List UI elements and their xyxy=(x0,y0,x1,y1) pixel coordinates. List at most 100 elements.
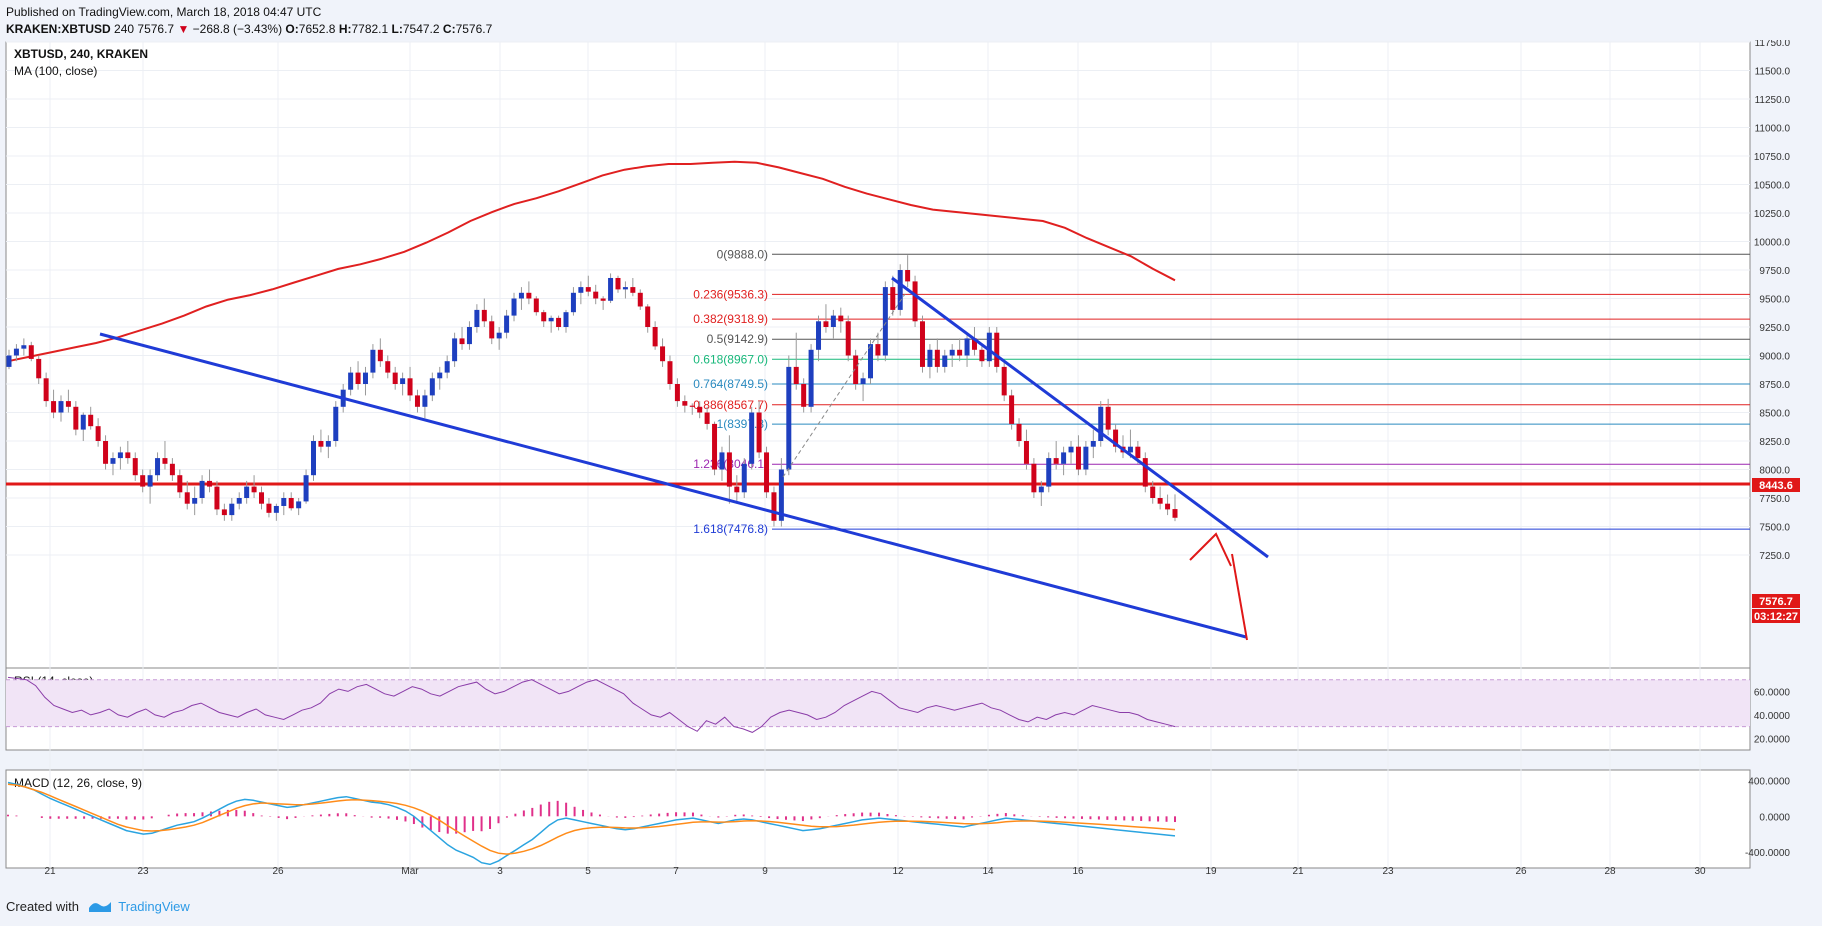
candle xyxy=(296,501,302,509)
projection-arrow[interactable] xyxy=(1189,532,1232,567)
time-tick: 12 xyxy=(892,866,904,877)
time-tick: 16 xyxy=(1072,866,1084,877)
high-value: 7782.1 xyxy=(351,22,389,36)
rsi-path xyxy=(7,676,1176,733)
candle xyxy=(563,312,569,327)
candle xyxy=(994,332,1000,367)
candle xyxy=(1165,503,1171,510)
price-change: −268.8 (−3.43%) xyxy=(192,22,283,36)
candle xyxy=(511,298,517,316)
price-tick: 9250.0 xyxy=(1759,323,1790,334)
candle xyxy=(986,332,992,362)
candle xyxy=(1061,452,1067,464)
candle xyxy=(80,414,86,430)
time-tick: 23 xyxy=(137,866,149,877)
candle xyxy=(1016,423,1022,441)
candle xyxy=(934,349,940,367)
candle xyxy=(65,401,71,407)
candle xyxy=(868,344,874,379)
candle xyxy=(882,287,888,356)
candle xyxy=(6,355,12,367)
footer: Created with TradingView xyxy=(6,899,190,915)
candle xyxy=(1105,406,1111,430)
candle xyxy=(437,372,443,379)
candle xyxy=(719,452,725,470)
price-tick: 10250.0 xyxy=(1754,209,1791,220)
candle xyxy=(140,475,146,487)
candle xyxy=(244,486,250,498)
time-tick: 30 xyxy=(1694,866,1706,877)
candle xyxy=(637,292,643,307)
candle xyxy=(860,378,866,384)
candle xyxy=(689,405,695,407)
footer-brand[interactable]: TradingView xyxy=(118,899,190,914)
indicator-axes[interactable]: 60.0000 40.0000 20.0000 400.0000 0.0000 -400.… xyxy=(1745,687,1790,859)
candle xyxy=(481,309,487,322)
candle xyxy=(199,480,205,498)
footer-text: Created with xyxy=(6,899,79,914)
fib-level-label: 0.618(8967.0) xyxy=(693,352,768,366)
candle xyxy=(474,309,480,327)
symbol-header: KRAKEN:XBTUSD 240 7576.7 ▼ −268.8 (−3.43… xyxy=(6,22,492,36)
time-axis[interactable]: 21 23 26 Mar 3 5 7 9 12 14 16 19 21 23 26 28 30 xyxy=(44,866,1706,877)
price-tick: 10000.0 xyxy=(1754,238,1791,249)
candle xyxy=(184,492,190,504)
candle xyxy=(355,372,361,384)
candle xyxy=(756,412,762,453)
candle xyxy=(310,441,316,476)
candle xyxy=(36,358,42,379)
candle xyxy=(674,384,680,402)
candle xyxy=(667,361,673,384)
candle xyxy=(325,441,331,447)
candle xyxy=(749,412,755,464)
candle xyxy=(652,327,658,347)
lower-trend-line[interactable] xyxy=(99,332,1247,639)
candle xyxy=(660,346,666,362)
price-tick: 10750.0 xyxy=(1754,152,1791,163)
candle xyxy=(288,498,294,509)
fib-level-label: 0.382(9318.9) xyxy=(693,312,768,326)
candle xyxy=(816,321,822,350)
chart-svg[interactable]: 0(9888.0) 0.236(9536.3) 0.382(9318.9) 0.5(9… xyxy=(0,38,1822,878)
candle xyxy=(370,349,376,373)
fib-level-label: 0.5(9142.9) xyxy=(707,332,768,346)
candle xyxy=(630,287,636,293)
macd-tick: 0.0000 xyxy=(1759,812,1790,823)
time-tick: 21 xyxy=(1292,866,1304,877)
candle xyxy=(1135,446,1141,459)
macd-pane[interactable] xyxy=(5,769,1751,869)
upper-trend-line[interactable] xyxy=(891,276,1269,559)
last-price-badge xyxy=(1752,594,1800,608)
candle xyxy=(414,395,420,407)
time-tick: 14 xyxy=(982,866,994,877)
price-axis[interactable]: 11750.0 11500.0 11250.0 11000.0 10750.0 10500… xyxy=(1754,38,1791,562)
candle xyxy=(155,458,161,476)
candle xyxy=(348,372,354,390)
candle xyxy=(400,378,406,384)
candle xyxy=(615,277,621,290)
candle xyxy=(1053,458,1059,464)
candle xyxy=(875,344,881,356)
candle xyxy=(608,277,614,301)
candle xyxy=(570,292,576,313)
fib-level-label: 0(9888.0) xyxy=(717,247,768,261)
rsi-tick: 60.0000 xyxy=(1754,687,1791,698)
interval: 240 xyxy=(114,22,135,36)
price-tick: 8750.0 xyxy=(1759,380,1790,391)
candle xyxy=(942,355,948,367)
fib-diagonal[interactable] xyxy=(782,293,906,478)
candle xyxy=(95,426,101,441)
macd-lines xyxy=(7,781,1176,866)
candle xyxy=(21,345,27,349)
chart-area[interactable]: 0(9888.0) 0.236(9536.3) 0.382(9318.9) 0.5(9… xyxy=(0,38,1822,878)
price-tick: 11750.0 xyxy=(1755,40,1791,49)
line-price-badge xyxy=(1752,478,1800,492)
chart-title: XBTUSD, 240, KRAKEN xyxy=(14,47,148,61)
projection-arrow-down[interactable] xyxy=(1231,553,1248,641)
high-label: H: xyxy=(338,22,352,36)
candle xyxy=(726,452,732,487)
candle xyxy=(1031,463,1037,493)
candle xyxy=(407,378,413,396)
candle xyxy=(318,441,324,447)
price-tick: 8500.0 xyxy=(1759,409,1790,420)
